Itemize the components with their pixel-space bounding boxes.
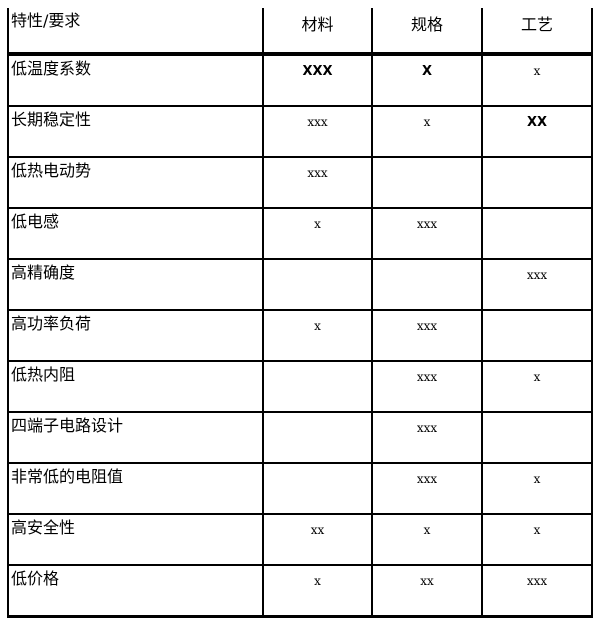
header-spec: 规格 xyxy=(371,8,483,56)
cell-process: x xyxy=(481,361,593,413)
row-label: 低热电动势 xyxy=(7,157,264,209)
row-label: 低温度系数 xyxy=(7,54,264,107)
row-label: 高功率负荷 xyxy=(7,310,264,362)
cell-spec: xxx xyxy=(371,412,483,464)
cell-process xyxy=(481,412,593,464)
cell-material: xxx xyxy=(262,157,373,209)
cell-material xyxy=(262,259,373,311)
cell-spec: xxx xyxy=(371,361,483,413)
row-label: 低热内阻 xyxy=(7,361,264,413)
table-row: 高精确度 xxx xyxy=(7,259,593,311)
row-label: 低价格 xyxy=(7,565,264,618)
row-label: 高精确度 xyxy=(7,259,264,311)
cell-spec: x xyxy=(371,106,483,158)
cell-material xyxy=(262,463,373,515)
cell-process: XX xyxy=(481,106,593,158)
cell-spec xyxy=(371,157,483,209)
cell-spec: x xyxy=(371,514,483,566)
cell-material: x xyxy=(262,310,373,362)
cell-process xyxy=(481,310,593,362)
cell-spec: xxx xyxy=(371,463,483,515)
header-row: 特性/要求 材料 规格 工艺 xyxy=(7,8,593,56)
header-label: 特性/要求 xyxy=(7,8,264,56)
cell-material: xxx xyxy=(262,106,373,158)
cell-process: x xyxy=(481,54,593,107)
header-material: 材料 xyxy=(262,8,373,56)
cell-spec: xxx xyxy=(371,310,483,362)
cell-material: x xyxy=(262,208,373,260)
cell-spec xyxy=(371,259,483,311)
cell-spec: X xyxy=(371,54,483,107)
row-label: 四端子电路设计 xyxy=(7,412,264,464)
cell-spec: xx xyxy=(371,565,483,618)
table-row: 低电感 x xxx xyxy=(7,208,593,260)
table-row: 低价格 x xx xxx xyxy=(7,565,593,618)
cell-material: xx xyxy=(262,514,373,566)
cell-material: x xyxy=(262,565,373,618)
cell-process: xxx xyxy=(481,259,593,311)
table-row: 四端子电路设计 xxx xyxy=(7,412,593,464)
table-row: 高功率负荷 x xxx xyxy=(7,310,593,362)
table-row: 低热电动势 xxx xyxy=(7,157,593,209)
row-label: 高安全性 xyxy=(7,514,264,566)
row-label: 长期稳定性 xyxy=(7,106,264,158)
cell-process: x xyxy=(481,514,593,566)
row-label: 低电感 xyxy=(7,208,264,260)
row-label: 非常低的电阻值 xyxy=(7,463,264,515)
table-row: 高安全性 xx x x xyxy=(7,514,593,566)
cell-material: XXX xyxy=(262,54,373,107)
cell-process: xxx xyxy=(481,565,593,618)
table-row: 非常低的电阻值 xxx x xyxy=(7,463,593,515)
cell-process xyxy=(481,157,593,209)
cell-process: x xyxy=(481,463,593,515)
table-row: 低热内阻 xxx x xyxy=(7,361,593,413)
header-process: 工艺 xyxy=(481,8,593,56)
table-row: 长期稳定性 xxx x XX xyxy=(7,106,593,158)
cell-process xyxy=(481,208,593,260)
cell-spec: xxx xyxy=(371,208,483,260)
cell-material xyxy=(262,412,373,464)
cell-material xyxy=(262,361,373,413)
